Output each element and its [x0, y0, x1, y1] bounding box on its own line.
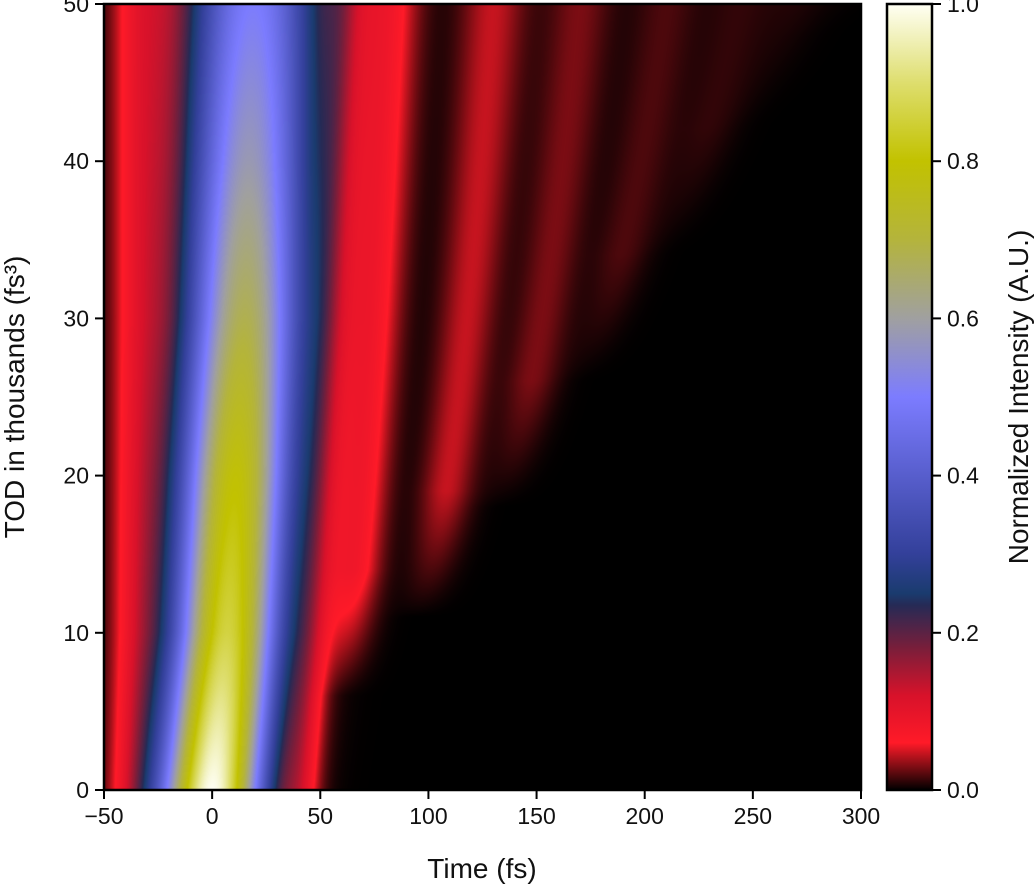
y-tick-label: 30: [63, 305, 89, 331]
colorbar-tick-label: 0.6: [947, 305, 979, 331]
colorbar-frame: [885, 2, 934, 792]
y-tick-label: 40: [63, 148, 89, 174]
x-axis: −50 0 50 100 150 200 250 300: [84, 790, 880, 829]
colorbar-tick-label: 0.2: [947, 620, 979, 646]
colorbar-label: Normalized Intensity (A.U.): [1003, 230, 1034, 565]
x-tick-label: 150: [517, 803, 555, 829]
heatmap-image: [104, 4, 861, 790]
colorbar-tick-label: 0.8: [947, 148, 979, 174]
y-axis-label: TOD in thousands (fs³): [0, 256, 30, 539]
x-tick-label: 250: [734, 803, 772, 829]
x-tick-label: 50: [307, 803, 333, 829]
x-axis-label: Time (fs): [427, 853, 536, 884]
y-tick-label: 20: [63, 463, 89, 489]
x-tick-label: 200: [626, 803, 664, 829]
x-tick-label: 100: [409, 803, 447, 829]
colorbar-gradient: [887, 4, 932, 790]
colorbar-tick-label: 0.0: [947, 777, 979, 803]
plot-frame: [102, 2, 863, 792]
y-tick-label: 10: [63, 620, 89, 646]
y-tick-label: 0: [76, 777, 89, 803]
colorbar: 0.0 0.2 0.4 0.6 0.8 1.0: [885, 0, 979, 803]
colorbar-tick-label: 1.0: [947, 0, 979, 17]
y-tick-label: 50: [63, 0, 89, 17]
y-axis: 0 10 20 30 40 50: [63, 0, 104, 803]
colorbar-ticks: 0.0 0.2 0.4 0.6 0.8 1.0: [932, 0, 979, 803]
plot-area: [102, 2, 863, 792]
x-tick-label: 0: [206, 803, 219, 829]
colorbar-tick-label: 0.4: [947, 463, 979, 489]
x-tick-label: −50: [84, 803, 123, 829]
x-tick-label: 300: [842, 803, 880, 829]
